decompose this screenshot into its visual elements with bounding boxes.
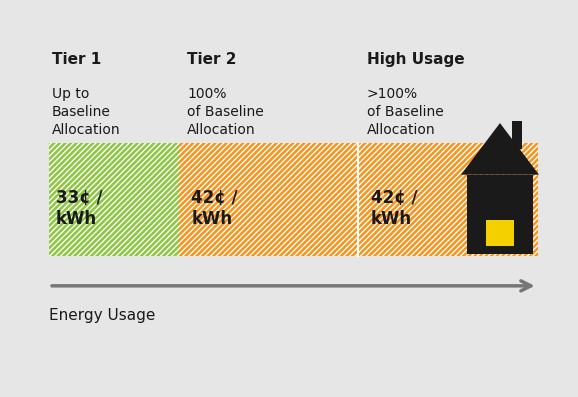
Text: 42¢ /
kWh: 42¢ / kWh bbox=[370, 189, 417, 228]
Text: Tier 2: Tier 2 bbox=[187, 52, 237, 67]
Bar bbox=[179, 143, 538, 256]
Polygon shape bbox=[461, 123, 539, 175]
Text: Tier 1: Tier 1 bbox=[52, 52, 101, 67]
Text: 42¢ /
kWh: 42¢ / kWh bbox=[191, 189, 238, 228]
Bar bbox=[179, 143, 538, 256]
Bar bbox=[486, 220, 514, 246]
Text: 33¢ /
kWh: 33¢ / kWh bbox=[56, 189, 103, 228]
Bar bbox=[49, 143, 179, 256]
Bar bbox=[467, 175, 533, 254]
Text: 100%
of Baseline
Allocation: 100% of Baseline Allocation bbox=[187, 87, 264, 137]
Bar bbox=[49, 143, 179, 256]
Text: Energy Usage: Energy Usage bbox=[49, 308, 155, 323]
Text: Up to
Baseline
Allocation: Up to Baseline Allocation bbox=[52, 87, 121, 137]
Bar bbox=[512, 121, 522, 149]
Text: High Usage: High Usage bbox=[366, 52, 464, 67]
Text: >100%
of Baseline
Allocation: >100% of Baseline Allocation bbox=[366, 87, 443, 137]
